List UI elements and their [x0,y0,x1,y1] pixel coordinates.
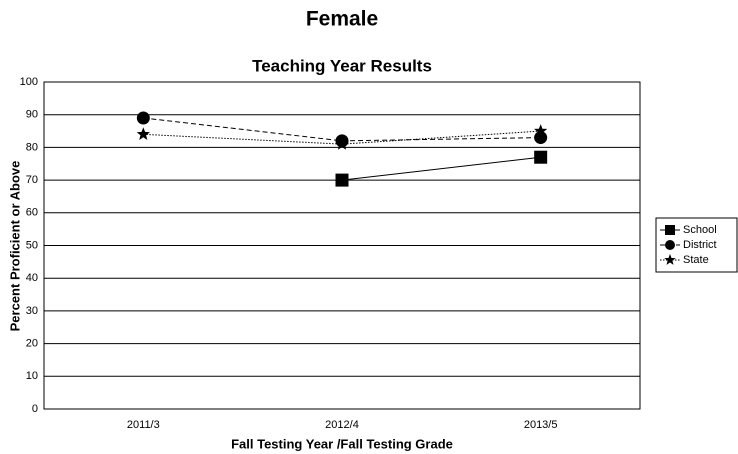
y-tick-label: 10 [26,370,38,382]
x-tick-label: 2013/5 [524,419,558,431]
marker-square [534,150,548,164]
marker-square [665,225,675,235]
legend-label: School [683,224,717,236]
series-line [341,156,541,181]
y-axis-label: Percent Proficient or Above [7,161,22,332]
y-tick-label: 60 [26,207,38,219]
marker-star [335,137,349,150]
legend-label: State [683,254,709,266]
legend-label: District [683,239,717,251]
chart-title: Female [306,8,378,31]
marker-star [136,127,150,140]
y-tick-label: 50 [26,239,38,251]
plot-border [43,81,641,410]
y-tick-label: 70 [26,174,38,186]
marker-star [534,124,548,137]
series-line [143,117,541,142]
chart-subtitle: Teaching Year Results [252,56,432,75]
x-tick-label: 2012/4 [325,419,359,431]
y-tick-label: 30 [26,305,38,317]
y-tick-label: 90 [26,109,38,121]
marker-circle [136,111,150,125]
marker-star [664,254,676,265]
x-axis-label: Fall Testing Year /Fall Testing Grade [231,436,453,451]
y-tick-label: 20 [26,338,38,350]
y-tick-label: 80 [26,141,38,153]
y-tick-label: 100 [20,76,38,88]
marker-square [335,173,349,187]
y-tick-label: 40 [26,272,38,284]
marker-circle [665,240,675,250]
x-tick-label: 2011/3 [127,419,160,431]
y-tick-label: 0 [32,403,38,415]
